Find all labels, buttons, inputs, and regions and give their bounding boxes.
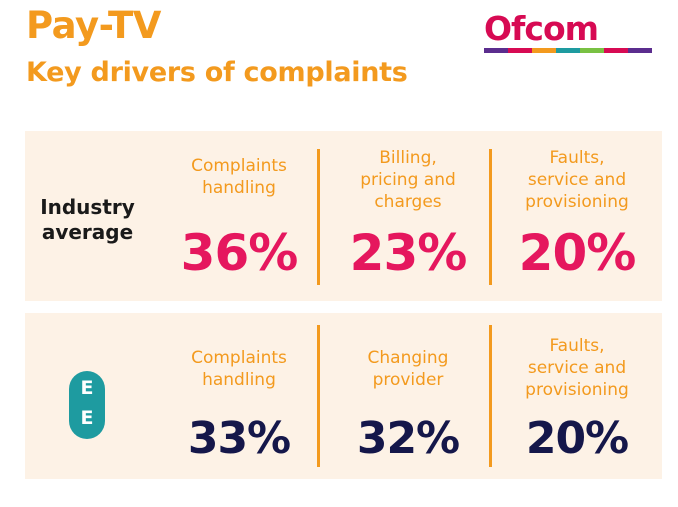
ee-driver-2-label: Changing provider — [367, 348, 449, 390]
ee-logo-letter-1: E — [80, 377, 94, 399]
ee-driver-2: Changing provider 32% — [328, 347, 488, 467]
logo-bar-segment — [604, 48, 628, 53]
ee-driver-2-value: 32% — [356, 413, 460, 464]
logo-bar-segment — [532, 48, 556, 53]
ee-driver-1-value: 33% — [187, 413, 291, 464]
industry-driver-3: Faults, service and provisioning 20% — [497, 147, 657, 281]
ee-logo-letter-2: E — [80, 407, 94, 429]
page-title: Pay-TV — [26, 4, 161, 47]
industry-driver-2-value: 23% — [349, 224, 468, 282]
divider — [489, 325, 492, 467]
divider — [317, 325, 320, 467]
industry-driver-3-value: 20% — [518, 224, 637, 282]
ee-driver-3-value: 20% — [525, 413, 629, 464]
divider — [489, 149, 492, 285]
ofcom-logo-bar — [484, 48, 652, 53]
logo-bar-segment — [508, 48, 532, 53]
ee-logo: E E — [69, 371, 105, 439]
industry-driver-1: Complaints handling 36% — [159, 155, 319, 281]
ee-driver-3-label: Faults, service and provisioning — [525, 336, 629, 400]
logo-bar-segment — [484, 48, 508, 53]
divider — [317, 149, 320, 285]
industry-driver-3-label: Faults, service and provisioning — [525, 148, 629, 212]
page-subtitle: Key drivers of complaints — [26, 57, 408, 88]
ofcom-logo-text: Ofcom — [484, 9, 599, 48]
industry-driver-1-value: 36% — [180, 224, 299, 282]
ee-driver-3: Faults, service and provisioning 20% — [497, 335, 657, 467]
industry-average-panel: Industry average Complaints handling 36%… — [25, 131, 662, 301]
industry-driver-1-label: Complaints handling — [191, 156, 287, 198]
logo-bar-segment — [580, 48, 604, 53]
industry-driver-2-label: Billing, pricing and charges — [360, 148, 456, 212]
industry-driver-2: Billing, pricing and charges 23% — [328, 147, 488, 281]
industry-average-label: Industry average — [40, 195, 135, 244]
ee-driver-1: Complaints handling 33% — [159, 347, 319, 467]
ee-panel: E E Complaints handling 33% Changing pro… — [25, 313, 662, 479]
logo-bar-segment — [556, 48, 580, 53]
logo-bar-segment — [628, 48, 652, 53]
ofcom-logo: Ofcom — [484, 9, 656, 56]
ee-driver-1-label: Complaints handling — [191, 348, 287, 390]
